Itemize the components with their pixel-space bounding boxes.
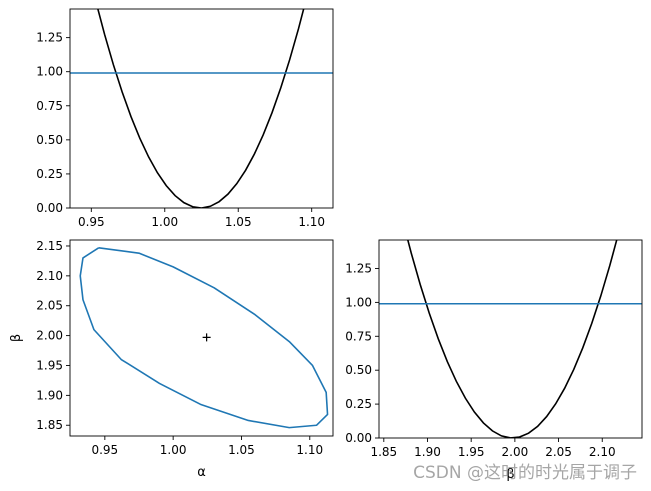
x-tick-label: 1.05: [228, 443, 255, 457]
y-tick-label: 1.90: [36, 388, 63, 402]
top-left-profile-plot: 0.95 1.00 1.05 1.10 0.00 0.25 0.50 0.75 1.00 1.25: [36, 8, 334, 229]
x-tick-label: 1.10: [298, 215, 325, 229]
y-tick-label: 1.00: [345, 295, 372, 309]
y-tick-label: 2.10: [36, 269, 63, 283]
profile-curve: [406, 240, 618, 438]
plot-area: [379, 240, 642, 438]
y-tick-label: 1.00: [36, 65, 63, 79]
profile-curve: [97, 9, 305, 208]
x-tick-label: 2.10: [589, 445, 616, 459]
axes-frame: [69, 239, 334, 437]
x-axis-label: α: [197, 465, 206, 480]
y-tick-label: 1.85: [36, 418, 63, 432]
x-tick-label: 1.05: [225, 215, 252, 229]
x-tick-label: 0.95: [78, 215, 105, 229]
x-tick-label: 1.95: [458, 445, 485, 459]
x-tick-label: 1.85: [370, 445, 397, 459]
watermark: CSDN @这时的时光属于调子: [413, 463, 637, 483]
axes-frame: [69, 8, 334, 209]
x-tick-label: 0.95: [91, 443, 118, 457]
y-tick-label: 0.75: [345, 329, 372, 343]
axes-frame: [378, 239, 643, 439]
x-tick-label: 1.00: [160, 443, 187, 457]
bottom-right-profile-plot: 1.85 1.90 1.95 2.00 2.05 2.10 0.00 0.25 0.50 0.75…: [345, 239, 643, 482]
y-tick-label: 0.25: [345, 397, 372, 411]
y-tick-label: 0.75: [36, 99, 63, 113]
y-tick-label: 0.50: [36, 133, 63, 147]
x-axis-label: β: [506, 467, 514, 482]
x-tick-label: 2.00: [502, 445, 529, 459]
x-tick-label: 1.00: [151, 215, 178, 229]
y-tick-label: 2.15: [36, 239, 63, 253]
confidence-contour: [79, 246, 329, 429]
y-tick-label: 0.00: [345, 431, 372, 445]
plot-area: [79, 246, 329, 429]
y-tick-label: 2.00: [36, 329, 63, 343]
y-tick-label: 1.25: [345, 261, 372, 275]
y-axis-label: β: [9, 334, 24, 342]
x-tick-label: 2.05: [545, 445, 572, 459]
bottom-left-contour-plot: 0.95 1.00 1.05 1.10 1.85 1.90 1.95 2.00 2.05 2.10…: [9, 239, 334, 480]
x-tick-label: 1.90: [414, 445, 441, 459]
y-tick-label: 1.95: [36, 358, 63, 372]
y-tick-label: 0.25: [36, 167, 63, 181]
y-tick-label: 2.05: [36, 299, 63, 313]
y-tick-label: 0.50: [345, 363, 372, 377]
y-tick-label: 1.25: [36, 31, 63, 45]
y-tick-label: 0.00: [36, 201, 63, 215]
x-tick-label: 1.10: [296, 443, 323, 457]
plot-area: [70, 9, 333, 208]
best-fit-marker: [202, 333, 211, 342]
